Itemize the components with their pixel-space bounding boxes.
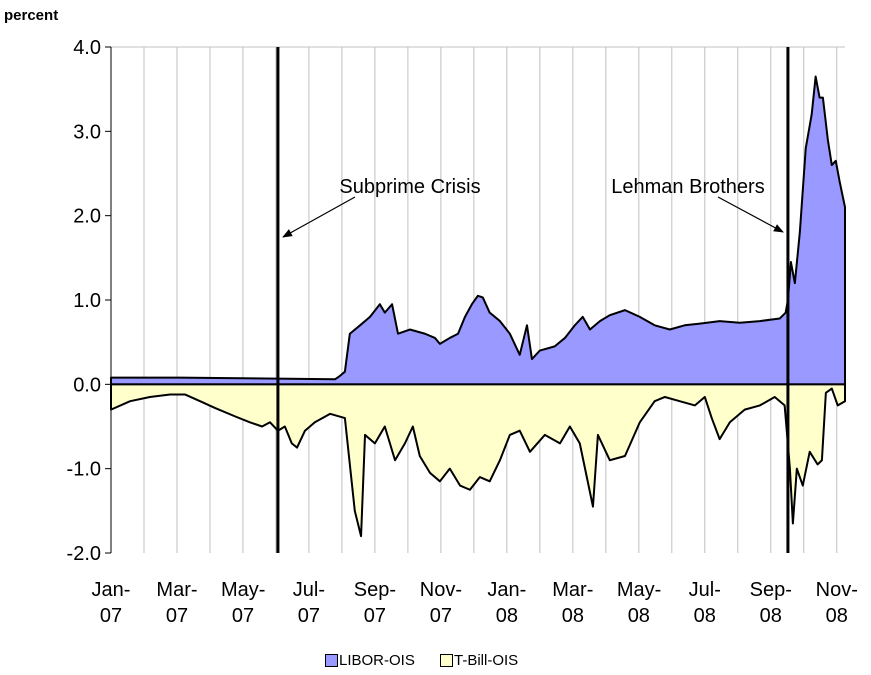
x-tick-label: Mar- 08 bbox=[552, 579, 594, 627]
legend-swatch bbox=[440, 654, 453, 667]
event-arrow bbox=[717, 196, 784, 233]
legend-swatch bbox=[325, 654, 338, 667]
x-tick-label: Mar- 07 bbox=[156, 579, 198, 627]
y-tick-label: 3.0 bbox=[73, 121, 101, 143]
legend-label: LIBOR-OIS bbox=[339, 652, 415, 669]
y-axis-label: percent bbox=[4, 7, 58, 24]
y-tick-label: 4.0 bbox=[73, 37, 101, 59]
y-tick-label: -1.0 bbox=[67, 459, 101, 481]
legend-label: T-Bill-OIS bbox=[454, 652, 519, 669]
event-label: Subprime Crisis bbox=[339, 176, 480, 198]
x-tick-label: Jul- 08 bbox=[688, 579, 721, 627]
x-tick-label: Sep- 08 bbox=[749, 579, 792, 627]
x-tick-label: May- 08 bbox=[616, 579, 662, 627]
y-tick-label: 2.0 bbox=[73, 206, 101, 228]
x-tick-label: Jan- 07 bbox=[91, 579, 131, 627]
event-label: Lehman Brothers bbox=[611, 176, 764, 198]
legend-item: T-Bill-OIS bbox=[440, 652, 518, 669]
x-tick-label: Nov- 07 bbox=[419, 579, 462, 627]
x-tick-label: Nov- 08 bbox=[815, 579, 858, 627]
y-tick-label: 0.0 bbox=[73, 374, 101, 396]
y-tick-label: 1.0 bbox=[73, 290, 101, 312]
x-tick-label: Jan- 08 bbox=[487, 579, 527, 627]
legend-item: LIBOR-OIS bbox=[325, 652, 415, 669]
area bbox=[110, 75, 846, 386]
x-tick-label: Sep- 07 bbox=[353, 579, 397, 627]
area bbox=[110, 383, 846, 538]
event-arrow bbox=[282, 196, 356, 238]
y-tick-label: -2.0 bbox=[67, 543, 101, 565]
x-tick-label: Jul- 07 bbox=[292, 579, 326, 627]
x-tick-label: May- 07 bbox=[220, 579, 266, 627]
